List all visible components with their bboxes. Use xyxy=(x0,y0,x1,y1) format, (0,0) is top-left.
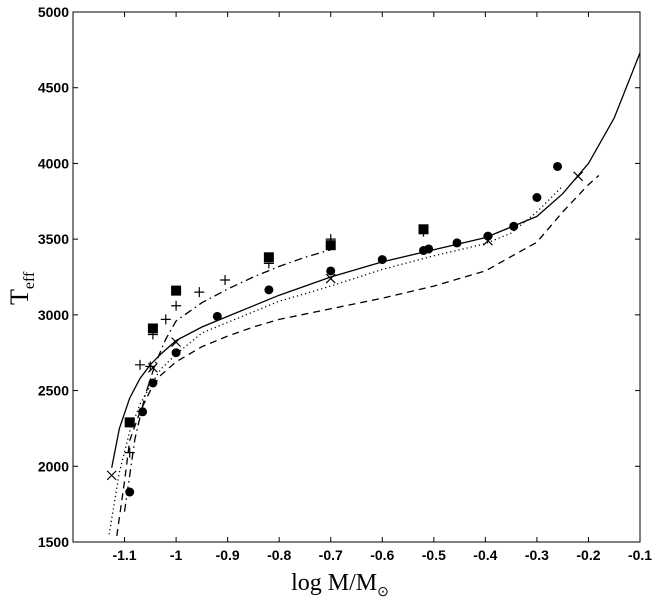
point-square xyxy=(147,323,158,334)
y-tick-label: 3000 xyxy=(38,307,69,323)
point-circle xyxy=(553,161,563,171)
point-circle xyxy=(509,221,519,231)
point-x xyxy=(171,337,182,348)
point-square xyxy=(325,240,336,251)
point-x xyxy=(106,470,117,481)
point-square xyxy=(263,252,274,263)
x-tick-label: -1 xyxy=(170,547,183,563)
y-tick-label: 5000 xyxy=(38,4,69,20)
point-plus xyxy=(135,359,146,370)
data-markers xyxy=(106,161,584,497)
point-plus xyxy=(220,275,231,286)
point-circle xyxy=(452,238,462,248)
point-plus xyxy=(171,300,182,311)
series-lines xyxy=(108,52,641,536)
x-axis-label: log M/M⊙ xyxy=(291,570,389,599)
x-tick-label: -0.6 xyxy=(370,547,394,563)
point-plus xyxy=(263,258,274,269)
point-circle xyxy=(483,231,493,241)
point-plus xyxy=(124,447,135,458)
point-circle xyxy=(532,193,542,202)
point-circle xyxy=(138,407,148,417)
y-tick-label: 2000 xyxy=(38,458,69,474)
y-axis-label: Teff xyxy=(5,271,38,305)
y-tick-label: 2500 xyxy=(38,383,69,399)
x-tick-labels: -1.1 -1 -0.9 -0.8 -0.7 -0.6 -0.5 -0.4 -0.3 -0.2 -0… xyxy=(112,547,652,563)
point-x xyxy=(483,235,493,246)
x-tick-label: -0.7 xyxy=(319,547,343,563)
y-tick-label: 1500 xyxy=(38,534,69,550)
point-circle xyxy=(377,255,387,265)
point-plus xyxy=(160,314,171,325)
point-square xyxy=(124,417,135,428)
point-circle xyxy=(212,311,222,321)
series-line-dotted xyxy=(108,185,564,535)
x-tick-label: -0.9 xyxy=(216,547,240,563)
y-tick-label: 4500 xyxy=(38,80,69,96)
x-tick-label: -0.4 xyxy=(473,547,497,563)
y-tick-label: 4000 xyxy=(38,155,69,171)
point-plus xyxy=(418,226,429,237)
series-line-dash-dot xyxy=(123,249,331,512)
x-tick-label: -0.1 xyxy=(628,547,652,563)
point-circle xyxy=(264,285,274,295)
x-tick-label: -0.8 xyxy=(267,547,291,563)
point-x xyxy=(147,362,158,373)
point-circle xyxy=(148,378,158,388)
point-x xyxy=(325,273,336,284)
x-tick-label: -0.3 xyxy=(525,547,549,563)
point-x xyxy=(573,171,584,182)
point-circle xyxy=(171,348,181,358)
point-circle xyxy=(424,244,434,254)
point-plus xyxy=(147,329,158,340)
series-line-dashed xyxy=(116,175,600,536)
point-circle xyxy=(326,266,336,276)
x-tick-label: -0.2 xyxy=(576,547,600,563)
y-tick-labels: 1500 2000 2500 3000 3500 4000 4500 5000 xyxy=(38,4,69,550)
point-plus xyxy=(325,234,336,245)
point-plus xyxy=(194,287,205,298)
series-line-solid xyxy=(111,52,641,468)
tick-marks xyxy=(73,11,641,543)
x-tick-label: -0.5 xyxy=(422,547,446,563)
point-circle xyxy=(125,487,135,497)
point-square xyxy=(171,285,182,296)
y-tick-label: 3500 xyxy=(38,231,69,247)
plot-frame xyxy=(72,11,641,543)
x-tick-label: -1.1 xyxy=(112,547,136,563)
